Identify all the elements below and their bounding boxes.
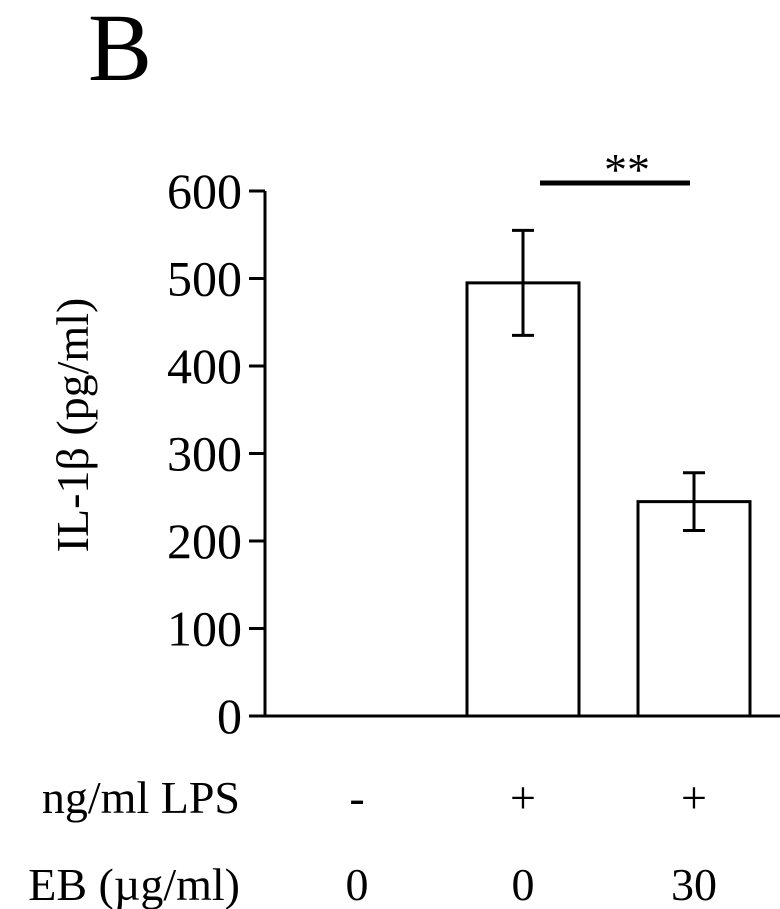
x-condition-rows: ng/ml LPS - + + EB (µg/ml) 0 0 30 — [28, 772, 717, 909]
x-row-value: - — [349, 772, 364, 823]
x-row-value: 30 — [671, 859, 717, 909]
y-tick-label: 100 — [167, 601, 242, 657]
y-tick-label: 600 — [167, 163, 242, 219]
y-tick-label: 300 — [167, 426, 242, 482]
y-axis-label: IL-1β (pg/ml) — [47, 298, 98, 553]
y-tick-label: 500 — [167, 251, 242, 307]
significance-label: ** — [604, 144, 650, 195]
y-tick-label: 400 — [167, 338, 242, 394]
x-row-value: + — [510, 772, 536, 823]
y-tick-label: 0 — [217, 688, 242, 744]
y-tick-label: 200 — [167, 513, 242, 569]
x-row-value: 0 — [346, 859, 369, 909]
bar — [636, 500, 752, 718]
y-axis-ticks: 0 100 200 300 400 500 600 — [167, 163, 265, 744]
x-row-value: + — [681, 772, 707, 823]
bars-group — [465, 281, 752, 718]
error-bars-group — [512, 228, 705, 532]
panel-label: B — [88, 0, 152, 101]
bar — [465, 281, 581, 718]
x-row-label: ng/ml LPS — [42, 772, 240, 823]
x-row-label: EB (µg/ml) — [28, 859, 240, 909]
x-row-value: 0 — [512, 859, 535, 909]
